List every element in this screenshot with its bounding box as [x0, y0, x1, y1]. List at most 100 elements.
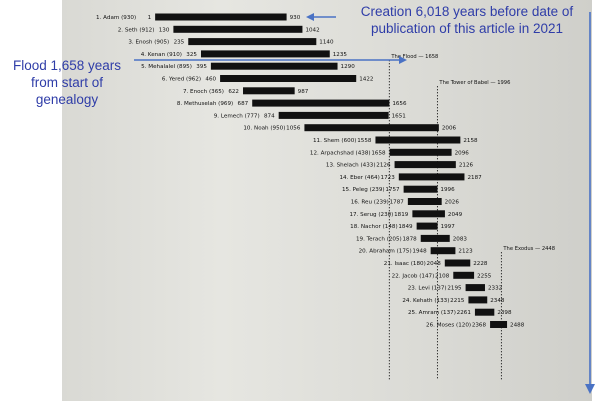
end-year-label: 1996: [440, 187, 455, 193]
person-label: 5. Mehalalel (895): [141, 64, 192, 70]
start-year-label: 687: [238, 101, 249, 107]
person-label: 23. Levi (137): [408, 286, 447, 292]
end-year-label: 2228: [473, 261, 488, 267]
end-year-label: 1140: [319, 40, 334, 46]
lifespan-bar: [420, 234, 450, 242]
start-year-label: 1056: [286, 126, 301, 132]
lifespan-bar: [389, 148, 452, 156]
end-year-label: 2255: [477, 273, 492, 279]
end-year-label: 1422: [359, 77, 373, 83]
end-year-label: 2488: [510, 323, 525, 329]
end-year-label: 2126: [459, 163, 474, 169]
end-year-label: 2083: [453, 236, 468, 242]
person-label: 18. Nachor (148): [350, 224, 397, 230]
end-year-label: 2348: [490, 298, 505, 304]
start-year-label: 2368: [472, 323, 487, 329]
person-label: 14. Eber (464): [339, 175, 379, 181]
end-year-label: 2398: [497, 310, 512, 316]
person-label: 10. Noah (950): [243, 126, 285, 132]
start-year-label: 460: [205, 77, 216, 83]
lifespan-bar: [375, 136, 461, 144]
start-year-label: 130: [159, 27, 170, 33]
start-year-label: 622: [228, 89, 239, 95]
start-year-label: 1757: [385, 187, 400, 193]
end-year-label: 930: [290, 15, 301, 21]
lifespan-bar: [210, 62, 338, 70]
end-year-label: 1651: [392, 113, 407, 119]
person-label: 26. Moses (120): [426, 323, 471, 329]
person-label: 9. Lemech (777): [214, 113, 260, 119]
start-year-label: 874: [264, 113, 275, 119]
start-year-label: 1558: [357, 138, 372, 144]
lifespan-bar: [394, 161, 456, 169]
lifespan-bar: [252, 99, 390, 107]
event-label: The Exodus — 2448: [502, 246, 555, 252]
lifespan-bar: [468, 296, 488, 304]
start-year-label: 1878: [402, 236, 417, 242]
end-year-label: 2187: [467, 175, 482, 181]
start-year-label: 2215: [450, 298, 465, 304]
lifespan-bar: [412, 210, 445, 218]
lifespan-bar: [444, 259, 471, 267]
person-label: 19. Terach (205): [356, 236, 402, 242]
lifespan-bar: [490, 321, 508, 328]
lifespan-bar: [243, 87, 295, 95]
person-label: 25. Amram (137): [408, 310, 456, 316]
start-year-label: 1849: [398, 224, 413, 230]
person-label: 24. Kehath (133): [402, 298, 449, 304]
person-label: 20. Abraham (175): [359, 249, 412, 255]
flood-annotation: Flood 1,658 years from start of genealog…: [12, 58, 122, 107]
person-label: 1. Adam (930): [96, 15, 136, 21]
person-label: 12. Arpachshad (438): [310, 150, 371, 156]
end-year-label: 2096: [455, 150, 470, 156]
start-year-label: 1819: [394, 212, 409, 218]
person-label: 16. Reu (239): [351, 200, 389, 206]
lifespan-bar: [278, 111, 389, 119]
person-label: 3. Enosh (905): [128, 40, 169, 46]
lifespan-bar: [173, 25, 303, 33]
start-year-label: 235: [174, 40, 185, 46]
lifespan-bar: [453, 271, 475, 279]
end-year-label: 2332: [488, 286, 502, 292]
start-year-label: 1: [148, 15, 152, 21]
person-label: 17. Serug (230): [349, 212, 393, 218]
lifespan-bar: [220, 75, 357, 82]
start-year-label: 2195: [447, 286, 462, 292]
lifespan-bar: [465, 284, 485, 292]
person-label: 4. Kenan (910): [141, 52, 182, 58]
flood-arrow-head: [399, 56, 407, 64]
end-year-label: 987: [298, 89, 309, 95]
lifespan-bar: [155, 13, 287, 21]
person-label: 2. Seth (912): [118, 27, 155, 33]
end-year-label: 2006: [442, 126, 457, 132]
lifespan-bar: [430, 247, 456, 255]
person-label: 6. Yered (962): [162, 77, 201, 83]
end-year-label: 2158: [463, 138, 478, 144]
start-year-label: 1658: [371, 150, 386, 156]
creation-annotation: Creation 6,018 years before date of publ…: [360, 4, 574, 36]
lifespan-bar: [188, 38, 317, 46]
person-label: 11. Shem (600): [313, 138, 356, 144]
lifespan-bar: [416, 222, 438, 230]
end-year-label: 2049: [448, 212, 463, 218]
end-year-label: 1235: [333, 52, 348, 58]
start-year-label: 1948: [412, 249, 427, 255]
event-label: The Flood — 1658: [390, 54, 438, 60]
lifespan-bar: [474, 308, 495, 316]
end-year-label: 1656: [392, 101, 407, 107]
start-year-label: 2126: [376, 163, 391, 169]
person-label: 7. Enoch (365): [183, 89, 224, 95]
creation-arrow-head: [306, 13, 314, 21]
end-year-label: 1997: [441, 224, 456, 230]
end-year-label: 1042: [305, 27, 319, 33]
time-arrow-head: [585, 384, 595, 394]
lifespan-bar: [398, 173, 465, 181]
lifespan-bar: [304, 124, 439, 132]
person-label: 8. Methuselah (969): [177, 101, 233, 107]
start-year-label: 2261: [457, 310, 472, 316]
end-year-label: 2123: [458, 249, 473, 255]
person-label: 22. Jacob (147): [392, 273, 435, 279]
start-year-label: 1787: [390, 200, 405, 206]
person-label: 15. Peleg (239): [342, 187, 385, 193]
